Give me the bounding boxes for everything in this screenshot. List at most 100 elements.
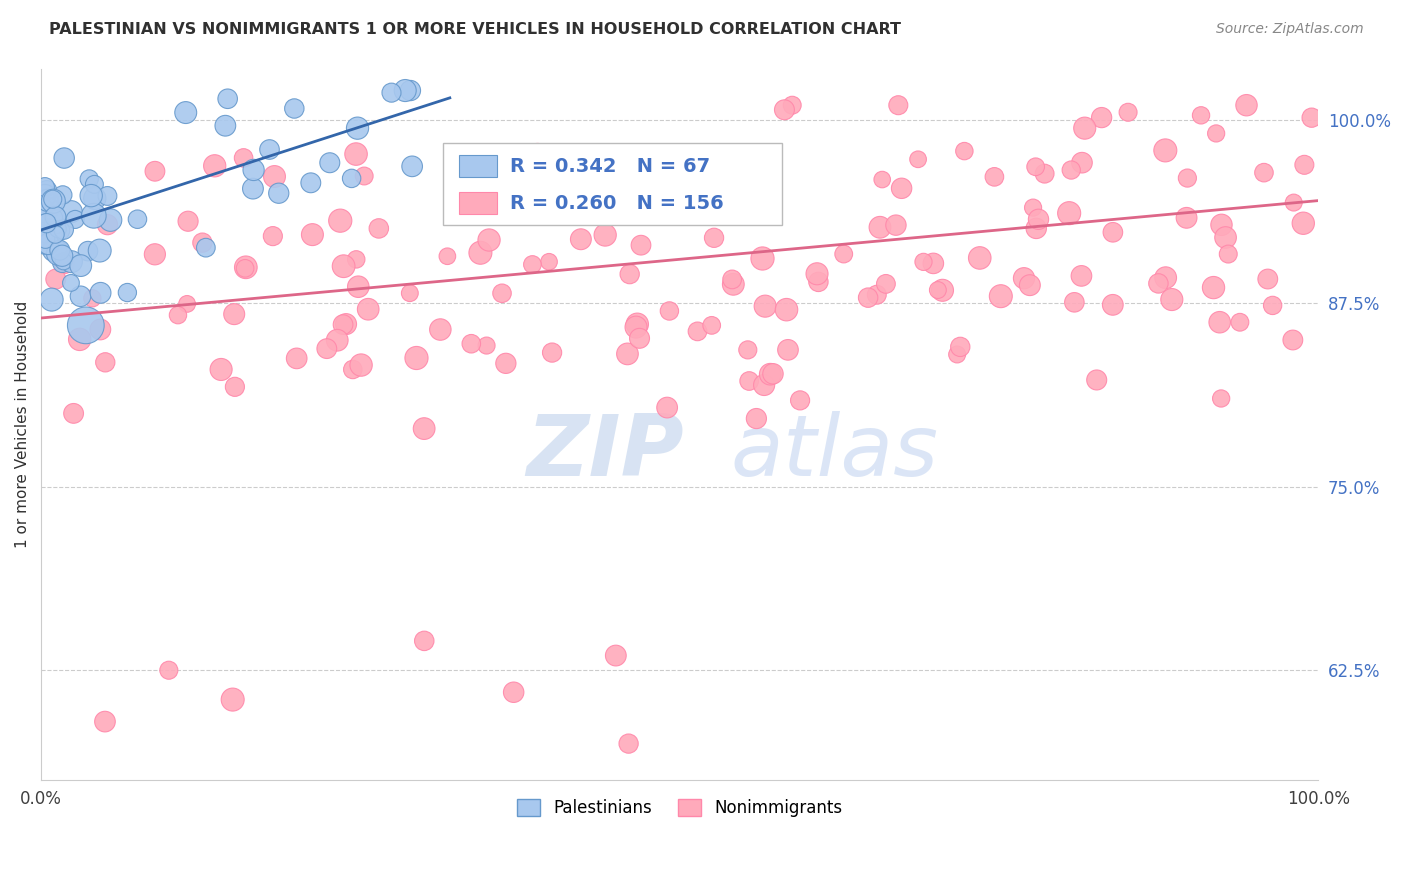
- Point: [593, 227, 616, 242]
- Point: [1154, 144, 1177, 158]
- Point: [38, 202, 60, 216]
- Point: [1025, 221, 1047, 235]
- Point: [83, 209, 105, 223]
- Point: [870, 172, 893, 186]
- Point: [721, 272, 744, 286]
- Point: [789, 393, 811, 408]
- Point: [475, 338, 498, 352]
- Point: [405, 351, 427, 365]
- Point: [69, 332, 91, 346]
- Point: [398, 286, 420, 301]
- Point: [329, 213, 352, 227]
- Point: [37, 236, 59, 251]
- Point: [69, 289, 91, 303]
- Point: [34, 226, 56, 240]
- Point: [413, 421, 436, 435]
- Point: [558, 199, 581, 213]
- Point: [42, 192, 65, 206]
- Point: [224, 307, 246, 321]
- Point: [1012, 271, 1035, 285]
- Point: [413, 633, 436, 648]
- Point: [49, 224, 72, 238]
- Point: [1116, 105, 1139, 120]
- Point: [655, 401, 678, 415]
- Point: [619, 267, 641, 281]
- Point: [332, 259, 354, 273]
- Point: [1294, 158, 1316, 172]
- Point: [232, 151, 254, 165]
- Point: [399, 83, 422, 97]
- Point: [401, 159, 423, 173]
- Point: [1070, 268, 1092, 283]
- Point: [538, 254, 561, 268]
- Point: [315, 342, 337, 356]
- Point: [912, 255, 935, 269]
- Point: [502, 685, 524, 699]
- Point: [347, 279, 370, 293]
- Point: [1301, 111, 1323, 125]
- Point: [686, 324, 709, 338]
- Point: [42, 224, 65, 238]
- Point: [1292, 216, 1315, 230]
- Point: [776, 343, 799, 357]
- Point: [628, 331, 651, 345]
- Point: [34, 180, 56, 194]
- Point: [1282, 195, 1305, 210]
- Point: [773, 103, 796, 117]
- Point: [1028, 212, 1050, 227]
- Point: [394, 83, 416, 97]
- Text: Source: ZipAtlas.com: Source: ZipAtlas.com: [1216, 22, 1364, 37]
- Y-axis label: 1 or more Vehicles in Household: 1 or more Vehicles in Household: [15, 301, 30, 548]
- Point: [127, 212, 149, 227]
- Point: [83, 178, 105, 192]
- Point: [1211, 218, 1233, 232]
- Point: [762, 367, 785, 381]
- Point: [42, 194, 65, 209]
- Point: [59, 276, 82, 290]
- Point: [887, 98, 910, 112]
- Point: [285, 351, 308, 366]
- Point: [875, 277, 897, 291]
- Point: [1257, 272, 1279, 286]
- Point: [1147, 277, 1170, 291]
- Point: [655, 180, 678, 194]
- Point: [62, 406, 84, 420]
- Point: [1057, 206, 1080, 220]
- Point: [1063, 295, 1085, 310]
- Point: [52, 188, 75, 202]
- Point: [94, 355, 117, 369]
- Point: [117, 285, 139, 300]
- Point: [94, 714, 117, 729]
- Point: [52, 222, 75, 236]
- Point: [301, 227, 323, 242]
- Point: [616, 347, 638, 361]
- Point: [194, 241, 217, 255]
- Point: [526, 147, 548, 161]
- Point: [326, 333, 349, 347]
- Point: [491, 286, 513, 301]
- Point: [34, 201, 56, 215]
- Point: [100, 213, 122, 227]
- Text: ZIP: ZIP: [526, 411, 685, 494]
- Point: [1282, 333, 1305, 347]
- Point: [209, 362, 232, 376]
- Point: [204, 159, 226, 173]
- Point: [35, 216, 58, 230]
- Point: [806, 267, 828, 281]
- Point: [53, 257, 76, 271]
- Point: [96, 189, 118, 203]
- Point: [60, 254, 83, 268]
- Point: [737, 343, 759, 357]
- Point: [1101, 298, 1123, 312]
- Point: [77, 172, 100, 186]
- Point: [176, 297, 198, 311]
- Point: [319, 155, 342, 169]
- Point: [174, 105, 197, 120]
- Point: [44, 211, 66, 225]
- Point: [157, 663, 180, 677]
- Point: [342, 362, 364, 376]
- Point: [48, 246, 70, 260]
- Point: [1160, 293, 1182, 307]
- Point: [759, 368, 782, 382]
- Point: [953, 144, 976, 158]
